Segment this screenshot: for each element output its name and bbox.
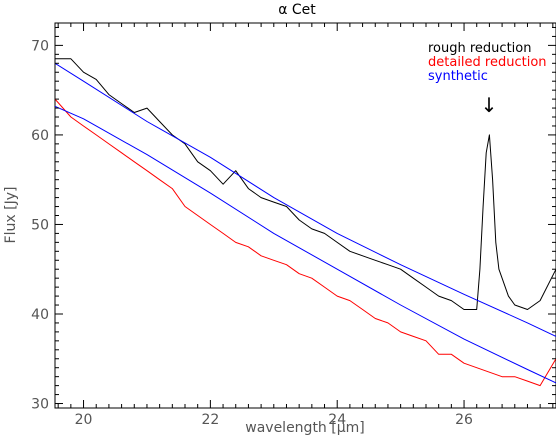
series-line-1	[55, 98, 556, 387]
series-line-3	[55, 105, 556, 384]
y-tick-label: 40	[31, 307, 49, 323]
x-tick-label: 20	[75, 412, 93, 428]
ticks-layer: 20 22 24 26 30 40 50 60 70	[31, 23, 556, 428]
y-tick-label: 60	[31, 128, 49, 144]
y-tick-label: 50	[31, 217, 49, 233]
y-tick-label: 70	[31, 38, 49, 54]
legend-entry: synthetic	[428, 69, 488, 84]
y-axis-label: Flux [Jy]	[3, 187, 19, 244]
x-axis-label: wavelength [μm]	[245, 420, 364, 436]
y-tick-label: 30	[31, 397, 49, 413]
legend-entry: rough reduction	[428, 41, 531, 56]
x-tick-label: 24	[328, 412, 346, 428]
peak-arrow-annotation: ↓	[481, 93, 498, 117]
series-line-0	[55, 58, 556, 310]
x-tick-label: 26	[455, 412, 473, 428]
chart-title: α Cet	[278, 2, 316, 18]
series-line-2	[55, 62, 556, 337]
legend-entry: detailed reduction	[428, 55, 547, 70]
series-layer	[55, 58, 556, 387]
x-tick-label: 22	[201, 412, 219, 428]
